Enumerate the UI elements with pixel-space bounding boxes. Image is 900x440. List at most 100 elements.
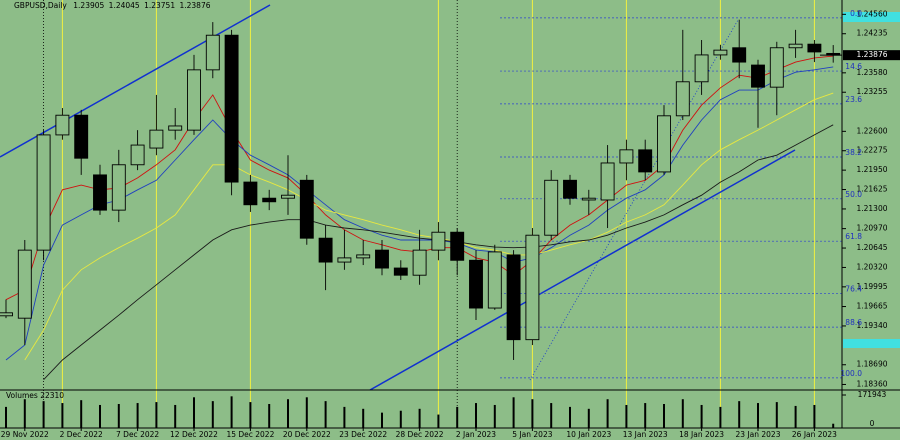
y-tick-label: 1.23255	[856, 87, 887, 96]
y-tick-label: 1.19665	[856, 302, 887, 311]
candle-body	[638, 149, 653, 173]
x-tick-label: 28 Dec 2022	[396, 430, 444, 439]
candle-body	[412, 249, 427, 276]
chart-title: GBPUSD,Daily 1.23905 1.24045 1.23751 1.2…	[14, 1, 211, 10]
ohlc-open: 1.23905	[73, 1, 104, 10]
y-tick-label: 1.20645	[856, 243, 887, 252]
volume-title: Volumes 22310	[6, 391, 64, 400]
candle-body	[93, 174, 107, 211]
x-tick-label: 7 Dec 2022	[116, 430, 159, 439]
candle-body	[581, 197, 596, 201]
y-tick-label: 1.18360	[856, 379, 887, 388]
candle-body	[74, 114, 89, 159]
y-tick-label: 1.19340	[856, 321, 887, 330]
x-tick-label: 23 Dec 2022	[339, 430, 387, 439]
x-tick-label: 10 Jan 2023	[566, 430, 611, 439]
candle-body	[393, 267, 408, 276]
last-price-label: 1.23876	[856, 50, 887, 59]
candle-body	[788, 43, 803, 49]
candle-body	[506, 254, 521, 341]
candle-body	[243, 181, 258, 206]
y-tick-label: 1.20970	[856, 224, 887, 233]
ohlc-close: 1.23876	[179, 1, 210, 10]
candle-body	[299, 179, 314, 239]
trend-line	[369, 149, 796, 391]
candle-body	[281, 194, 295, 199]
y-tick-label: 1.22600	[856, 126, 887, 135]
candle-body	[675, 81, 690, 117]
y-tick-label: 1.22275	[856, 146, 887, 155]
y-tick-label: 1.21625	[856, 185, 887, 194]
candle-body	[375, 249, 389, 269]
volume-label: Volumes	[6, 391, 38, 400]
fib-label: 76.4	[845, 285, 862, 294]
fib-label: 50.0	[845, 190, 862, 199]
candle-body	[450, 231, 465, 261]
candle-body	[205, 34, 220, 71]
candle-body	[769, 47, 784, 88]
fib-label: 61.8	[845, 232, 862, 241]
level-highlight	[843, 339, 900, 348]
fib-label: 88.6	[845, 318, 862, 327]
volume-last: 22310	[40, 391, 64, 400]
ohlc-low: 1.23751	[144, 1, 175, 10]
level-highlight	[843, 12, 900, 22]
x-tick-label: 2 Jan 2023	[456, 430, 496, 439]
volume-tick-label: 0	[870, 419, 875, 428]
fib-label: 100.0	[841, 369, 863, 378]
x-tick-label: 20 Dec 2022	[283, 430, 331, 439]
fib-label: 23.6	[845, 95, 862, 104]
candle-body	[130, 144, 145, 166]
candle-body	[619, 149, 634, 164]
fib-label: 0.0	[850, 9, 862, 18]
candle-body	[751, 64, 765, 88]
y-tick-label: 1.24560	[856, 9, 887, 18]
x-tick-label: 29 Nov 2022	[1, 430, 49, 439]
candle-body	[732, 47, 747, 63]
x-tick-label: 13 Jan 2023	[623, 430, 668, 439]
x-tick-label: 18 Jan 2023	[679, 430, 724, 439]
candle-body	[36, 134, 51, 251]
x-tick-label: 5 Jan 2023	[512, 430, 552, 439]
candle-body	[563, 179, 577, 199]
candle-body	[168, 125, 183, 131]
fib-trend	[529, 19, 739, 381]
trend-line	[0, 4, 271, 158]
candle-body	[487, 251, 502, 309]
plot	[0, 17, 842, 381]
y-tick-label: 1.18690	[856, 360, 887, 369]
candle-body	[469, 259, 483, 309]
y-tick-label: 1.24235	[856, 29, 887, 38]
candle-body	[337, 257, 352, 263]
y-tick-label: 1.19995	[856, 282, 887, 291]
x-tick-label: 23 Jan 2023	[736, 430, 781, 439]
last-price-box	[843, 50, 900, 61]
candle-body	[187, 69, 201, 131]
candle-body	[525, 234, 540, 341]
volume-tick-label: 171943	[858, 390, 887, 399]
candle-body	[431, 231, 446, 251]
ohlc-high: 1.24045	[109, 1, 140, 10]
candle-body	[356, 254, 371, 259]
y-tick-label: 1.23580	[856, 68, 887, 77]
candle-body	[55, 114, 70, 136]
candle-body	[224, 34, 239, 183]
x-tick-label: 15 Dec 2022	[226, 430, 274, 439]
y-tick-label: 1.21950	[856, 165, 887, 174]
candle-body	[111, 164, 126, 211]
x-tick-label: 12 Dec 2022	[170, 430, 218, 439]
fib-label: 14.6	[845, 62, 862, 71]
candle-body	[657, 115, 671, 173]
candle-body	[600, 162, 615, 201]
candle-body	[544, 179, 559, 236]
candle-body	[807, 43, 822, 53]
x-tick-label: 26 Jan 2023	[792, 430, 837, 439]
y-tick-label: 1.20320	[856, 262, 887, 271]
fib-label: 38.2	[845, 148, 862, 157]
candle-body	[694, 54, 709, 83]
candle-body	[318, 237, 333, 263]
candle-body	[262, 197, 277, 203]
candle-body	[17, 249, 32, 319]
